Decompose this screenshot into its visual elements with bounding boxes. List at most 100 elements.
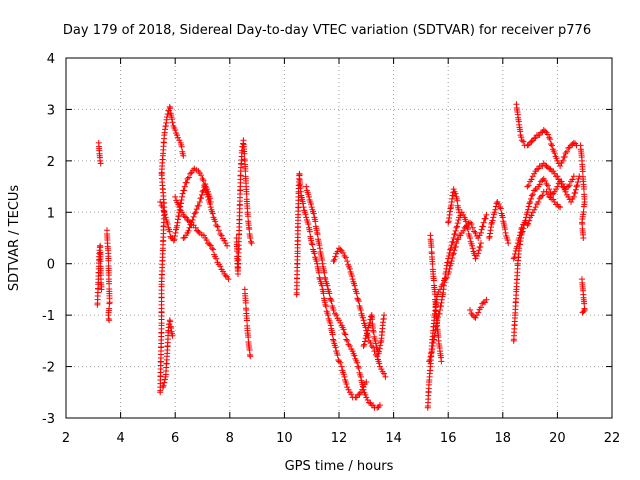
data-point: [525, 220, 532, 227]
data-point: [217, 231, 224, 238]
x-tick-label: 12: [331, 431, 348, 446]
data-point: [310, 210, 317, 217]
data-point: [518, 137, 525, 144]
data-point: [475, 235, 482, 241]
data-point: [580, 186, 587, 193]
data-point: [569, 176, 576, 183]
data-point: [473, 312, 480, 319]
data-point: [452, 190, 459, 197]
data-point: [346, 265, 353, 272]
data-point: [381, 370, 388, 377]
data-point: [449, 254, 456, 261]
data-point: [357, 373, 364, 380]
data-point: [247, 238, 254, 245]
data-point: [179, 209, 186, 216]
data-point: [207, 204, 214, 211]
data-point: [492, 206, 499, 213]
data-point: [462, 218, 469, 225]
data-point: [203, 236, 210, 243]
data-point: [469, 224, 476, 231]
data-point: [305, 191, 312, 198]
data-point: [544, 191, 551, 198]
data-point: [542, 177, 549, 184]
data-point: [189, 217, 196, 223]
data-point: [455, 236, 462, 243]
data-point: [372, 351, 379, 358]
data-point: [561, 153, 568, 160]
data-point: [242, 299, 249, 306]
data-point: [166, 228, 173, 235]
data-point: [544, 131, 551, 138]
x-tick-label: 18: [495, 431, 512, 446]
data-point: [557, 163, 564, 169]
data-point: [483, 296, 490, 303]
data-point: [185, 174, 192, 181]
data-point: [363, 394, 370, 401]
data-point: [546, 193, 553, 200]
data-point: [546, 165, 553, 172]
data-point: [327, 319, 334, 326]
data-point: [517, 229, 524, 236]
data-point: [377, 339, 384, 346]
data-point: [357, 307, 364, 313]
data-point: [536, 181, 543, 188]
data-point: [492, 203, 499, 210]
data-point: [460, 211, 467, 218]
data-point: [505, 240, 512, 247]
data-point: [467, 235, 474, 241]
data-point: [359, 314, 366, 321]
axis-ticks: [65, 57, 613, 419]
data-point: [527, 199, 534, 205]
data-point: [340, 371, 347, 378]
data-point: [451, 247, 458, 254]
data-point: [200, 177, 207, 184]
data-point: [572, 186, 579, 193]
data-point: [566, 196, 573, 203]
data-point: [179, 193, 186, 200]
data-point: [376, 345, 383, 352]
data-point: [554, 173, 561, 180]
data-point: [185, 227, 192, 234]
data-point: [445, 253, 452, 259]
data-point: [221, 237, 228, 244]
data-point: [105, 257, 112, 264]
data-point: [97, 258, 104, 265]
data-point: [210, 246, 217, 253]
data-point: [186, 224, 193, 231]
data-point: [355, 363, 362, 370]
data-point: [337, 246, 344, 253]
data-point: [311, 250, 318, 257]
data-point: [568, 199, 575, 205]
data-point: [568, 142, 575, 149]
data-point: [518, 134, 525, 141]
data-point: [157, 199, 164, 205]
data-points: [94, 101, 588, 411]
data-point: [207, 199, 214, 205]
data-point: [195, 202, 202, 209]
y-tick-label: 1: [47, 206, 55, 221]
data-point: [574, 182, 581, 189]
data-point: [159, 384, 166, 391]
data-point: [302, 211, 309, 218]
data-point: [160, 382, 167, 389]
x-axis-label: GPS time / hours: [285, 459, 394, 474]
data-point: [531, 206, 538, 213]
data-point: [180, 152, 187, 159]
data-point: [546, 134, 553, 141]
data-point: [313, 258, 320, 265]
data-point: [477, 243, 484, 250]
data-point: [456, 209, 463, 216]
data-point: [551, 188, 558, 195]
data-point: [344, 258, 351, 265]
data-point: [360, 343, 367, 349]
data-point: [342, 331, 349, 338]
data-point: [363, 330, 370, 337]
data-point: [374, 353, 381, 360]
data-point: [450, 186, 457, 193]
data-point: [516, 235, 523, 241]
data-point: [241, 150, 248, 157]
y-axis-label: SDTVAR / TECUs: [7, 185, 22, 292]
data-point: [448, 242, 455, 249]
data-point: [351, 352, 358, 359]
data-point: [518, 226, 525, 233]
